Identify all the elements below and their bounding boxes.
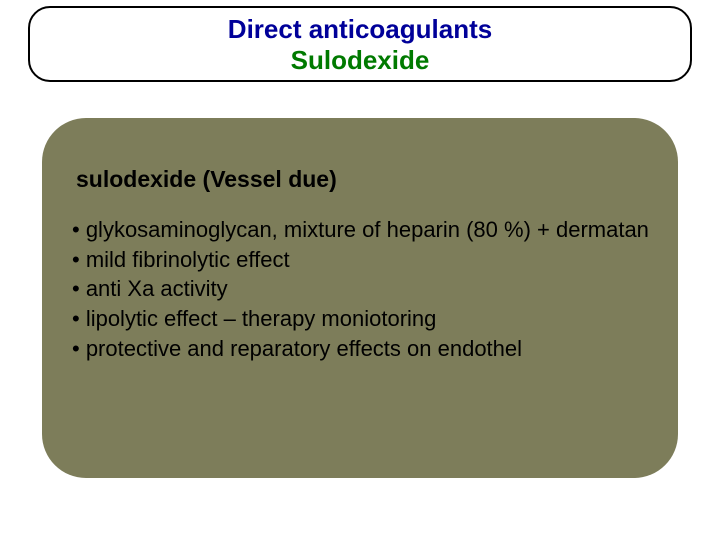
content-subtitle: sulodexide (Vessel due) bbox=[70, 166, 650, 193]
title-box: Direct anticoagulants Sulodexide bbox=[28, 6, 692, 82]
bullet-item: • glykosaminoglycan, mixture of heparin … bbox=[72, 215, 650, 245]
bullet-item: • mild fibrinolytic effect bbox=[72, 245, 650, 275]
content-panel: sulodexide (Vessel due) • glykosaminogly… bbox=[42, 118, 678, 478]
bullet-list: • glykosaminoglycan, mixture of heparin … bbox=[70, 215, 650, 363]
bullet-item: • lipolytic effect – therapy moniotoring bbox=[72, 304, 650, 334]
bullet-item: • protective and reparatory effects on e… bbox=[72, 334, 650, 364]
title-line-1: Direct anticoagulants bbox=[30, 14, 690, 45]
title-line-2: Sulodexide bbox=[30, 45, 690, 76]
bullet-item: • anti Xa activity bbox=[72, 274, 650, 304]
